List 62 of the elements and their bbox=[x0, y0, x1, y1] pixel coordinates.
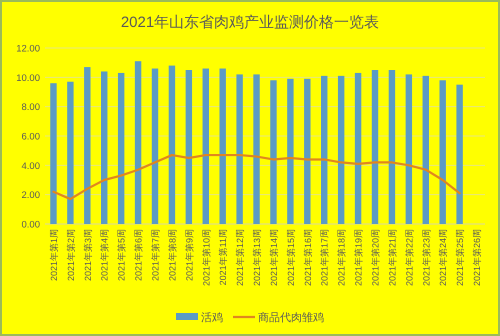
bar bbox=[101, 71, 108, 224]
y-tick-label: 2.00 bbox=[22, 190, 40, 202]
bar bbox=[253, 74, 260, 224]
bar bbox=[388, 70, 396, 224]
x-tick-label: 2021年第13周 bbox=[252, 229, 262, 286]
x-tick-label: 2021年第26周 bbox=[472, 229, 482, 286]
x-tick-label: 2021年第14周 bbox=[268, 229, 279, 286]
bar bbox=[50, 83, 57, 224]
x-tick-label: 2021年第8周 bbox=[167, 229, 178, 282]
x-tick-label: 2021年第1周 bbox=[48, 229, 59, 282]
chart-title: 2021年山东省肉鸡产业监测价格一览表 bbox=[120, 14, 380, 31]
bar bbox=[406, 74, 412, 224]
y-tick-label: 12.00 bbox=[16, 44, 40, 54]
bar bbox=[439, 80, 446, 224]
x-tick-label: 2021年第22周 bbox=[404, 229, 414, 286]
bar bbox=[321, 76, 328, 224]
x-tick-label: 2021年第5周 bbox=[116, 229, 127, 282]
legend-label: 活鸡 bbox=[201, 312, 223, 324]
x-tick-label: 2021年第20周 bbox=[370, 229, 380, 286]
bar bbox=[152, 68, 158, 224]
bar bbox=[186, 70, 192, 224]
x-tick-label: 2021年第3周 bbox=[82, 229, 93, 282]
bar bbox=[67, 82, 74, 224]
x-tick-label: 2021年第16周 bbox=[302, 229, 313, 286]
x-tick-label: 2021年第6周 bbox=[134, 229, 144, 282]
x-tick-label: 2021年第15周 bbox=[286, 229, 296, 286]
bar bbox=[422, 76, 429, 224]
bar bbox=[219, 68, 226, 224]
y-tick-label: 4.00 bbox=[22, 160, 40, 172]
y-tick-label: 10.00 bbox=[16, 72, 40, 84]
bar bbox=[287, 78, 294, 224]
x-tick-label: 2021年第7周 bbox=[150, 229, 160, 282]
x-tick-label: 2021年第2周 bbox=[66, 229, 76, 282]
bar bbox=[134, 61, 142, 224]
bar bbox=[372, 70, 378, 224]
y-tick-label: 6.00 bbox=[22, 132, 40, 142]
x-tick-label: 2021年第17周 bbox=[320, 229, 330, 286]
x-tick-label: 2021年第19周 bbox=[354, 229, 364, 286]
bar bbox=[202, 68, 209, 224]
bar bbox=[304, 78, 311, 224]
bar bbox=[456, 84, 463, 224]
x-tick-label: 2021年第21周 bbox=[387, 229, 398, 286]
line-series bbox=[52, 154, 461, 200]
x-tick-label: 2021年第25周 bbox=[455, 229, 466, 286]
bar bbox=[84, 67, 91, 224]
y-tick-label: 8.00 bbox=[22, 102, 40, 114]
x-tick-label: 2021年第18周 bbox=[336, 229, 347, 286]
bar bbox=[354, 72, 362, 224]
x-tick-label: 2021年第12周 bbox=[235, 229, 246, 286]
x-tick-label: 2021年第24周 bbox=[438, 229, 448, 286]
x-tick-label: 2021年第9周 bbox=[184, 229, 194, 282]
y-tick-label: 0.00 bbox=[22, 220, 40, 230]
x-tick-label: 2021年第4周 bbox=[100, 229, 110, 282]
bar bbox=[270, 80, 277, 224]
x-tick-label: 2021年第11周 bbox=[218, 229, 228, 286]
x-tick-label: 2021年第23周 bbox=[421, 229, 432, 286]
bar bbox=[338, 76, 344, 224]
bar bbox=[236, 74, 243, 224]
x-tick-label: 2021年第10周 bbox=[201, 229, 212, 286]
legend-label: 商品代肉雏鸡 bbox=[258, 311, 324, 324]
bar bbox=[118, 72, 124, 224]
bar bbox=[168, 66, 176, 224]
